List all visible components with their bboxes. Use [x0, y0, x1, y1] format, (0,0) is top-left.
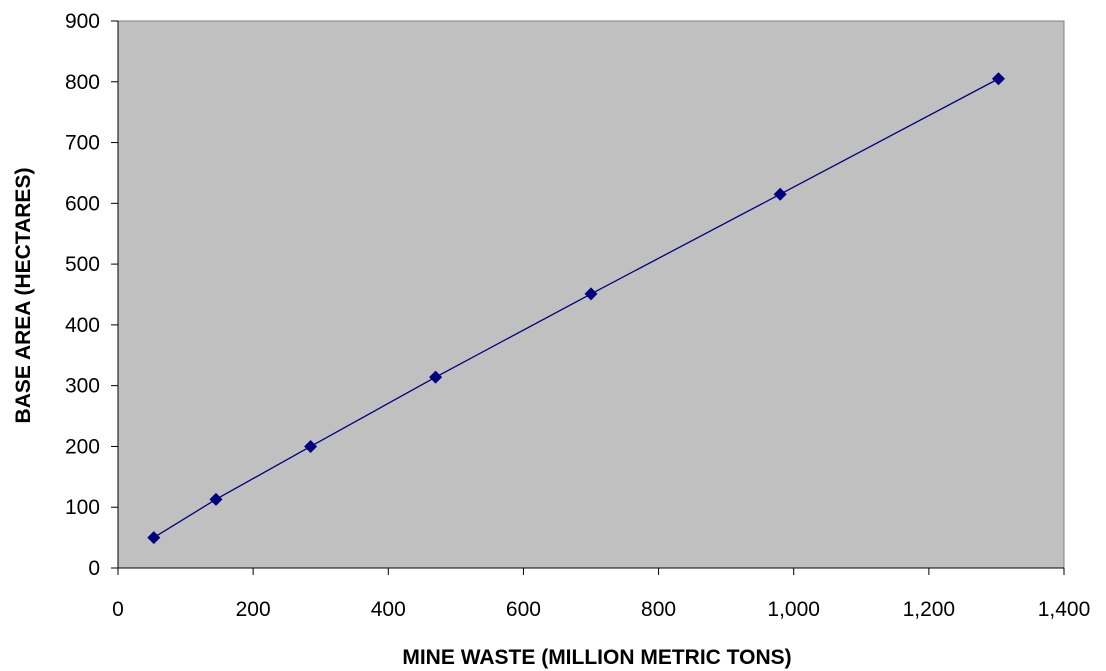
- x-axis-title: MINE WASTE (MILLION METRIC TONS): [402, 646, 791, 669]
- x-tick-label: 600: [506, 598, 541, 621]
- data-point-marker: [991, 72, 1005, 86]
- y-tick-label: 0: [88, 557, 100, 580]
- axis-ticks: [111, 20, 1065, 575]
- series-layer: [147, 72, 1005, 545]
- data-point-marker: [304, 439, 318, 453]
- data-point-marker: [147, 531, 161, 545]
- data-point-marker: [209, 492, 223, 506]
- y-tick-label: 800: [65, 71, 100, 94]
- y-tick-label: 900: [65, 10, 100, 33]
- y-tick-label: 400: [65, 314, 100, 337]
- data-point-marker: [773, 187, 787, 201]
- x-tick-label: 400: [371, 598, 406, 621]
- data-point-marker: [429, 370, 443, 384]
- x-tick-label: 1,000: [767, 598, 820, 621]
- y-axis-title: BASE AREA (HECTARES): [12, 168, 35, 424]
- y-tick-label: 700: [65, 132, 100, 155]
- y-tick-label: 100: [65, 496, 100, 519]
- x-tick-label: 0: [112, 598, 124, 621]
- x-tick-label: 800: [641, 598, 676, 621]
- x-tick-label: 1,400: [1038, 598, 1091, 621]
- y-tick-label: 200: [65, 435, 100, 458]
- x-tick-labels: 0 200 400 600 800 1,000 1,200 1,400: [112, 598, 1090, 621]
- x-tick-label: 1,200: [903, 598, 956, 621]
- y-tick-label: 600: [65, 192, 100, 215]
- data-point-marker: [584, 287, 598, 301]
- y-tick-labels: 0 100 200 300 400 500 600 700 800 900: [65, 10, 100, 580]
- y-tick-label: 300: [65, 375, 100, 398]
- x-tick-label: 200: [236, 598, 271, 621]
- y-tick-label: 500: [65, 253, 100, 276]
